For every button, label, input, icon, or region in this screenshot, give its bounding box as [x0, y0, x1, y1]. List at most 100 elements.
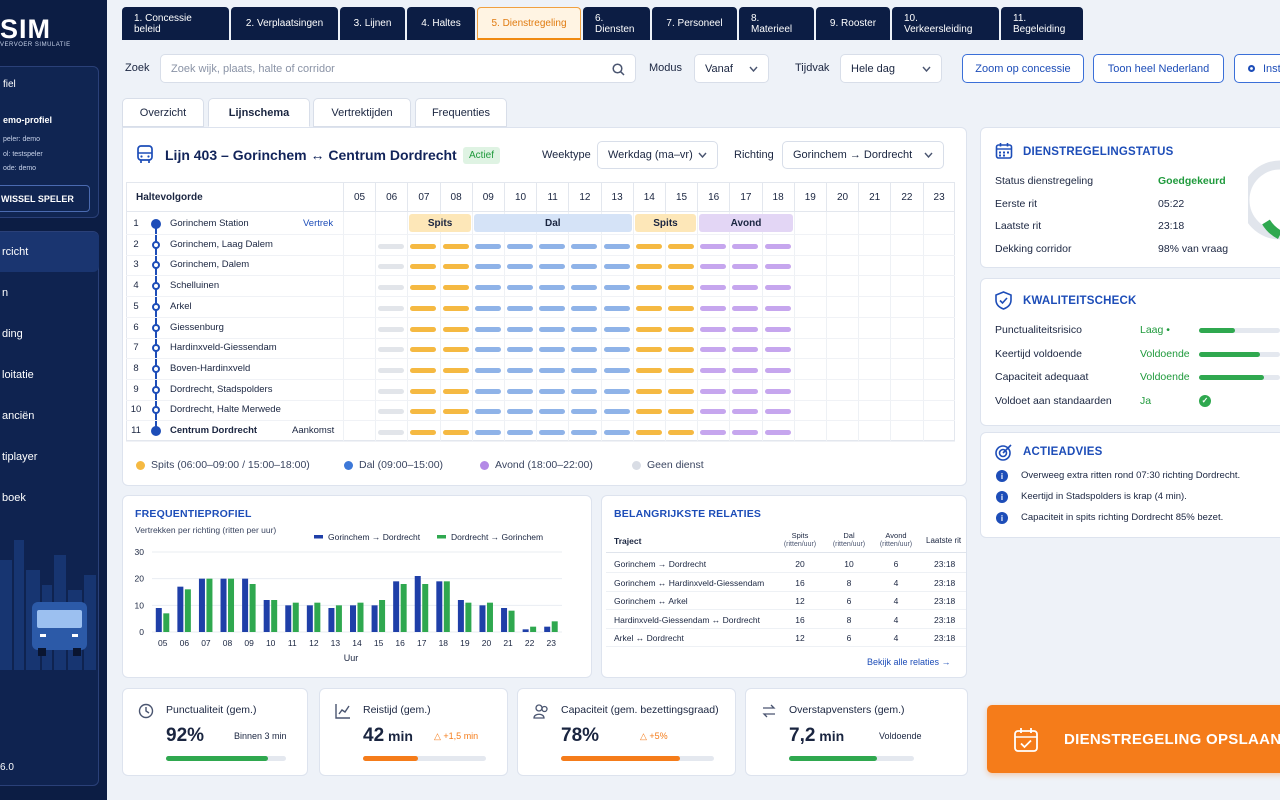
tab-3[interactable]: 3. Lijnen	[340, 7, 405, 40]
quality-key: Punctualiteitsrisico	[995, 324, 1082, 336]
richting-select[interactable]: Gorinchem → Dordrecht	[782, 141, 944, 169]
grid-line	[729, 212, 731, 441]
trip-segment	[732, 367, 759, 373]
bar-gorinchem-dordrecht	[220, 578, 227, 632]
tab-7[interactable]: 7. Personeel	[652, 7, 737, 40]
weektype-select[interactable]: Werkdag (ma–vr)	[597, 141, 718, 169]
zoom-concession-button[interactable]: Zoom op concessie	[962, 54, 1084, 83]
weektype-value: Werkdag (ma–vr)	[608, 149, 693, 161]
trip-segment	[539, 409, 566, 415]
tab-11[interactable]: 11. Begeleiding	[1001, 7, 1083, 40]
tab-2[interactable]: 2. Verplaatsingen	[231, 7, 338, 40]
relations-header-traject: Traject	[614, 536, 642, 546]
nav-item[interactable]: anciën	[2, 410, 35, 422]
grid-line	[375, 212, 377, 441]
app-logo-subtitle: VERVOER SIMULATIE	[0, 42, 71, 48]
grid-line	[761, 212, 763, 441]
kpi-card	[517, 688, 736, 776]
stop-name: Centrum Dordrecht	[170, 425, 258, 436]
trip-segment	[732, 430, 759, 435]
tab-1[interactable]: 1. Concessie beleid	[122, 7, 229, 40]
settings-button[interactable]: Inst	[1234, 54, 1280, 83]
trip-segment	[635, 305, 662, 311]
stop-marker	[152, 406, 160, 415]
stop-marker	[152, 240, 160, 249]
x-tick-label: 14	[352, 638, 362, 648]
tijdvak-select[interactable]: Hele dag	[840, 54, 942, 83]
bar-dordrecht-gorinchem	[163, 613, 170, 632]
chevron-down-icon	[922, 66, 931, 72]
trip-segment	[474, 367, 501, 373]
kpi-sub: △ +1,5 min	[434, 731, 479, 741]
bar-dordrecht-gorinchem	[465, 602, 472, 632]
kpi-value-wrap: 78%	[561, 725, 599, 747]
trip-segment	[700, 243, 727, 249]
modus-select[interactable]: Vanaf	[694, 54, 769, 83]
search-label: Zoek	[125, 62, 150, 74]
trip-segment	[668, 430, 694, 435]
advice-item: Keertijd in Stadspolders is krap (4 min)…	[1021, 491, 1187, 502]
relations-header: Spits	[791, 531, 809, 540]
bar-gorinchem-dordrecht	[393, 581, 400, 632]
show-netherlands-button[interactable]: Toon heel Nederland	[1093, 54, 1224, 83]
quality-key: Voldoet aan standaarden	[995, 394, 1112, 407]
x-tick-label: 21	[503, 638, 513, 648]
grid-row-line	[126, 234, 955, 235]
advice-item: Capaciteit in spits richting Dordrecht 8…	[1021, 512, 1224, 523]
check-circle-icon: ✓	[1199, 394, 1211, 407]
switch-player-button[interactable]: WISSEL SPELER	[0, 185, 90, 212]
kpi-progress	[789, 756, 914, 761]
stop-number: 9	[133, 383, 139, 395]
kpi-card	[122, 688, 308, 776]
legend-item: Dal (09:00–15:00)	[344, 459, 443, 471]
tab-6[interactable]: 6. Diensten	[583, 7, 650, 40]
trip-segment	[378, 264, 405, 270]
stop-marker	[152, 385, 160, 394]
nav-item[interactable]: boek	[2, 492, 26, 504]
kpi-sub: Voldoende	[879, 731, 922, 741]
bar-dordrecht-gorinchem	[292, 602, 299, 632]
users-icon-glyph	[533, 704, 548, 719]
nav-item[interactable]: n	[2, 287, 9, 299]
save-schedule-button[interactable]: DIENSTREGELING OPSLAAN	[987, 705, 1280, 773]
trip-segment	[442, 285, 469, 291]
tab-9[interactable]: 9. Rooster	[816, 7, 890, 40]
grid-row-line	[126, 337, 955, 339]
x-tick-label: 23	[546, 638, 556, 648]
tab-4[interactable]: 4. Haltes	[407, 7, 475, 40]
kpi-value-wrap: 92%	[166, 725, 204, 747]
bar-gorinchem-dordrecht	[501, 608, 508, 632]
all-relations-link[interactable]: Bekijk alle relaties →	[867, 657, 951, 667]
tab-8[interactable]: 8. Materieel	[739, 7, 814, 40]
hour-header: 11	[536, 183, 568, 211]
subtab-vertrektijden[interactable]: Vertrektijden	[313, 98, 411, 127]
trip-segment	[507, 430, 533, 435]
tab-5[interactable]: 5. Dienstregeling	[477, 7, 581, 40]
quality-value: Laag •	[1140, 324, 1170, 336]
nav-item[interactable]: ding	[2, 328, 23, 340]
hour-header: 18	[761, 183, 794, 211]
subtab-frequenties[interactable]: Frequenties	[415, 98, 507, 127]
kpi-value: 7,2	[789, 725, 816, 746]
nav-item[interactable]: loitatie	[2, 369, 34, 381]
subtab-lijnschema[interactable]: Lijnschema	[208, 98, 310, 127]
hour-header: 13	[600, 183, 633, 211]
nav-item[interactable]: tiplayer	[2, 451, 38, 463]
kpi-unit: min	[815, 728, 845, 744]
search-input[interactable]: Zoek wijk, plaats, halte of corridor	[160, 54, 636, 83]
trip-segment	[571, 285, 598, 291]
hour-header: 09	[471, 183, 504, 211]
bar-gorinchem-dordrecht	[350, 605, 356, 632]
trip-segment	[507, 409, 533, 415]
relation-name: Gorinchem ↔ Hardinxveld-Giessendam	[614, 577, 765, 588]
stop-number: 4	[133, 280, 139, 292]
trip-segment	[700, 264, 727, 270]
chart-icon	[335, 703, 351, 719]
bar-gorinchem-dordrecht	[285, 605, 292, 632]
trip-segment	[410, 430, 437, 435]
tab-10[interactable]: 10. Verkeersleiding	[892, 7, 999, 40]
nav-item-overzicht[interactable]: rcicht	[0, 232, 99, 272]
subtab-overzicht[interactable]: Overzicht	[122, 98, 204, 127]
x-tick-label: 07	[201, 638, 211, 648]
relations-header: Avond	[885, 531, 907, 540]
